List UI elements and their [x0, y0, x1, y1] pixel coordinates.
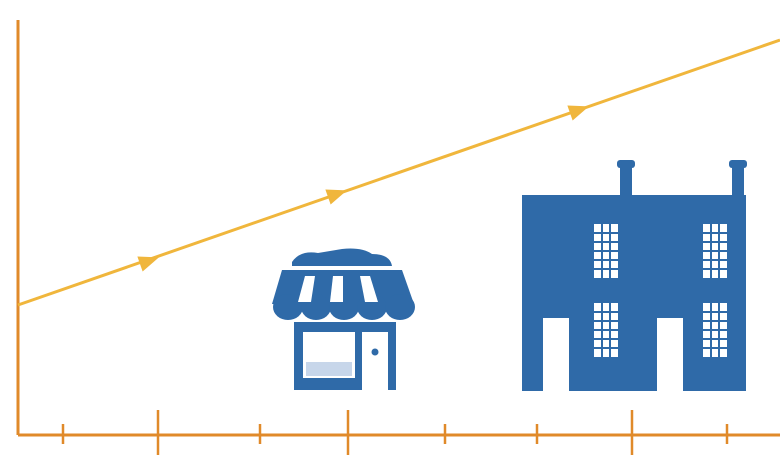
x-axis-ticks: [61, 410, 729, 455]
trend-arrow-icon: [567, 105, 589, 121]
trend-arrow-icon: [325, 189, 347, 205]
trend-line: [17, 38, 780, 307]
trend-arrow-icon: [137, 256, 159, 272]
axes: [16, 20, 780, 455]
storefront-icon: [272, 248, 415, 390]
townhouse-building-icon: [522, 160, 747, 391]
